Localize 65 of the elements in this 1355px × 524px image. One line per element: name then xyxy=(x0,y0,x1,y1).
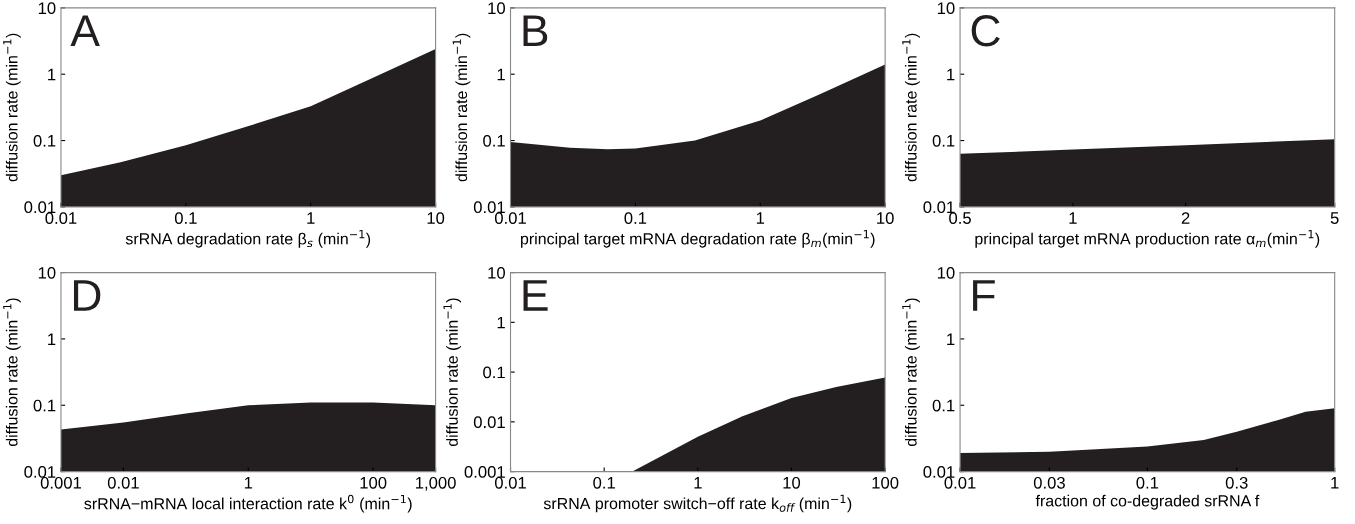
y-tick-label: 10 xyxy=(488,2,506,15)
y-tick-label: 0.01 xyxy=(24,201,56,214)
x-tick-label: 0.3 xyxy=(1225,476,1248,489)
x-tick-label: 0.01 xyxy=(107,476,139,489)
chart-title: D xyxy=(73,280,101,311)
x-tick-label: 10 xyxy=(877,212,894,224)
y-axis-title: diffusion rate (min$^{−1}$) xyxy=(452,33,471,182)
x-tick-label: 100 xyxy=(872,476,899,489)
x-axis-title: srRNA−mRNA local interaction rate k$^{0}$ (min$^{−1}$) xyxy=(84,494,412,513)
y-tick-label: 0.1 xyxy=(483,366,505,379)
x-axis-title: srRNA promoter switch−off rate k$_{off}$ (min$^{−1}$) xyxy=(543,494,852,513)
chart-title: A xyxy=(70,15,100,47)
y-tick-label: 0.1 xyxy=(33,134,56,147)
chart-title: F xyxy=(973,280,995,311)
x-tick-label: 1 xyxy=(244,477,253,489)
y-tick-label: 0.1 xyxy=(932,134,955,147)
x-tick-label: 100 xyxy=(360,476,387,489)
y-tick-label: 1 xyxy=(48,333,56,345)
x-tick-label: 1 xyxy=(1069,212,1077,224)
y-axis-title: diffusion rate (min$^{−1}$) xyxy=(443,298,462,447)
y-tick-label: 10 xyxy=(937,2,955,15)
y-axis-title: diffusion rate (min$^{−1}$) xyxy=(902,33,920,182)
x-tick-label: 0.03 xyxy=(1033,476,1065,489)
x-tick-label: 0.1 xyxy=(593,476,615,489)
x-tick-label: 0.1 xyxy=(624,212,647,224)
y-tick-label: 10 xyxy=(38,266,56,279)
y-axis-title: diffusion rate (min$^{−1}$) xyxy=(3,298,21,447)
y-tick-label: 1 xyxy=(497,68,505,81)
x-tick-label: 0.1 xyxy=(174,212,197,224)
y-tick-label: 0.01 xyxy=(24,466,56,478)
y-tick-label: 0.1 xyxy=(33,399,56,412)
y-tick-label: 1 xyxy=(48,68,56,81)
x-tick-label: 1,000 xyxy=(416,476,456,491)
x-tick-label: 2 xyxy=(1181,212,1190,224)
x-tick-label: 1 xyxy=(1331,477,1339,489)
y-tick-label: 1 xyxy=(497,316,505,329)
x-axis-title: principal target mRNA production rate α$_{m}$(min$^{−1}$) xyxy=(975,230,1320,248)
x-axis-title: srRNA degradation rate β$_{s}$ (min$^{−1}$) xyxy=(125,230,371,248)
y-axis-title: diffusion rate (min$^{−1}$) xyxy=(902,298,920,447)
y-tick-label: 10 xyxy=(38,2,56,15)
x-tick-label: 0.1 xyxy=(1136,476,1159,489)
y-tick-label: 1 xyxy=(947,68,955,81)
y-axis-title: diffusion rate (min$^{−1}$) xyxy=(3,33,21,182)
y-tick-label: 0.1 xyxy=(932,399,955,412)
x-axis-title: fraction of co-degraded srRNA f xyxy=(1035,494,1260,510)
y-tick-label: 0.001 xyxy=(464,466,505,478)
y-tick-label: 10 xyxy=(488,266,506,279)
chart-title: C xyxy=(971,15,1000,47)
x-tick-label: 1 xyxy=(756,212,765,224)
y-tick-label: 10 xyxy=(937,266,955,279)
x-tick-label: 10 xyxy=(427,212,445,224)
y-tick-label: 1 xyxy=(947,333,955,345)
x-tick-label: 1 xyxy=(694,477,702,489)
y-tick-label: 0.01 xyxy=(923,201,955,214)
y-tick-label: 0.01 xyxy=(473,416,505,429)
y-tick-label: 0.01 xyxy=(923,466,955,478)
x-tick-label: 10 xyxy=(783,476,801,489)
x-tick-label: 1 xyxy=(307,212,315,224)
x-tick-label: 0.5 xyxy=(949,212,971,224)
chart-title: E xyxy=(523,280,548,311)
y-tick-label: 0.1 xyxy=(483,134,505,147)
x-tick-label: 5 xyxy=(1330,212,1339,224)
chart-title: B xyxy=(523,15,548,47)
y-tick-label: 0.01 xyxy=(473,201,505,214)
x-axis-title: principal target mRNA degradation rate β$_{m}$(min$^{−1}$) xyxy=(521,230,875,248)
